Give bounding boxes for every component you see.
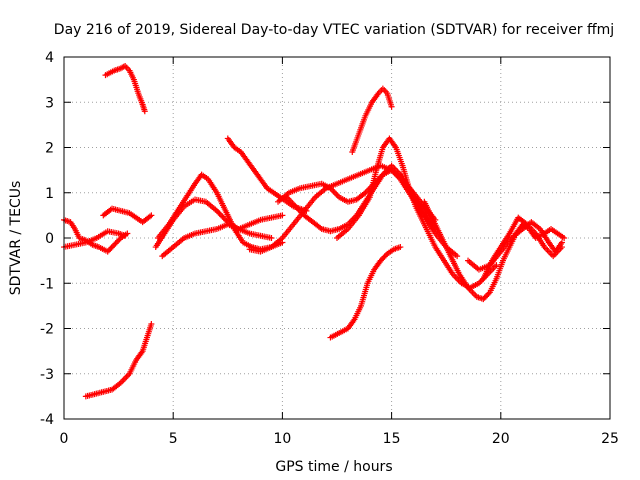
y-tick-label: -2 xyxy=(40,322,54,338)
data-point-marker xyxy=(122,232,129,239)
data-point-marker xyxy=(378,256,385,263)
data-point-marker xyxy=(109,243,116,250)
data-point-marker xyxy=(482,293,489,300)
data-point-marker xyxy=(480,296,487,303)
x-tick-label: 25 xyxy=(601,431,619,447)
data-layer xyxy=(61,63,568,400)
chart-title: Day 216 of 2019, Sidereal Day-to-day VTE… xyxy=(54,22,614,38)
data-point-marker xyxy=(113,239,120,246)
series-arc-5 xyxy=(82,320,155,400)
data-point-marker xyxy=(148,320,155,327)
x-tick-label: 20 xyxy=(492,431,510,447)
data-point-marker xyxy=(148,212,155,219)
y-tick-label: -3 xyxy=(40,367,54,383)
tick-layer: 0 5 10 15 20 25 -4 -3 -2 -1 0 1 2 3 4 xyxy=(40,50,619,447)
y-tick-label: 2 xyxy=(45,141,54,157)
data-point-marker xyxy=(485,290,492,297)
data-point-marker xyxy=(484,292,491,299)
data-point-marker xyxy=(268,235,275,241)
series-arc-13 xyxy=(334,135,500,291)
x-axis-label: GPS time / hours xyxy=(275,459,392,475)
series-arc-1 xyxy=(61,216,131,255)
series-arc-14 xyxy=(349,85,395,156)
data-point-marker xyxy=(381,253,388,260)
data-point-marker xyxy=(279,212,286,219)
series-arc-18 xyxy=(480,214,565,282)
y-tick-label: 4 xyxy=(45,50,54,66)
data-point-marker xyxy=(493,262,500,269)
y-tick-label: 0 xyxy=(45,231,54,247)
series-arc-3 xyxy=(100,205,155,226)
data-point-marker xyxy=(111,241,118,248)
y-tick-label: -4 xyxy=(40,412,54,428)
x-tick-label: 5 xyxy=(169,431,178,447)
data-point-marker xyxy=(481,294,488,301)
data-point-marker xyxy=(397,244,404,251)
data-point-marker xyxy=(112,240,119,247)
series-arc-8 xyxy=(159,221,275,260)
y-tick-label: 3 xyxy=(45,95,54,111)
x-tick-label: 0 xyxy=(60,431,69,447)
data-point-marker xyxy=(115,237,122,244)
x-tick-label: 10 xyxy=(273,431,291,447)
data-point-marker xyxy=(561,235,568,241)
series-arc-4 xyxy=(102,63,148,115)
data-point-marker xyxy=(377,257,384,264)
series-arc-2 xyxy=(61,228,129,251)
data-point-marker xyxy=(104,248,111,255)
data-point-marker xyxy=(454,253,461,260)
x-tick-label: 15 xyxy=(383,431,401,447)
data-point-marker xyxy=(388,103,395,110)
y-tick-label: -1 xyxy=(40,276,54,292)
data-point-marker xyxy=(380,254,387,261)
data-point-marker xyxy=(105,247,112,254)
data-point-marker xyxy=(558,244,565,251)
series-arc-15 xyxy=(327,244,404,341)
data-point-marker xyxy=(108,244,115,251)
data-point-marker xyxy=(141,108,148,115)
y-axis-label: SDTVAR / TECUs xyxy=(8,181,24,296)
y-tick-label: 1 xyxy=(45,186,54,202)
data-point-marker xyxy=(107,245,114,252)
